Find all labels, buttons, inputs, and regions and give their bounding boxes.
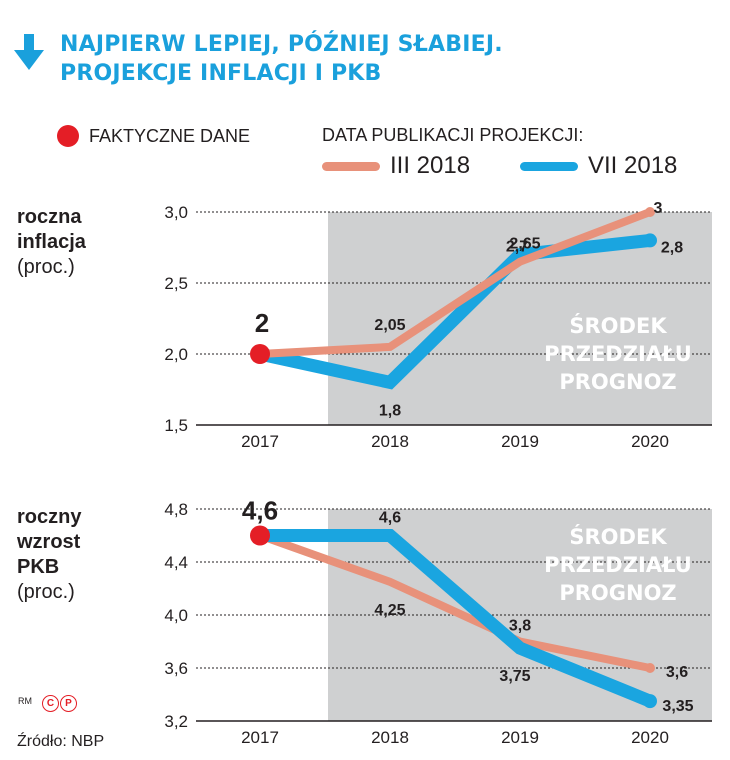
x-tick-label: 2018 — [371, 432, 409, 451]
series-endpoint-iii-2018 — [645, 207, 655, 217]
panel-label-inflation-line1: roczna — [17, 206, 82, 228]
legend-label-iii-2018: III 2018 — [390, 152, 471, 179]
legend-swatch-iii-2018 — [322, 162, 380, 171]
forecast-band-label: PROGNOZ — [559, 581, 676, 605]
forecast-band-label: PRZEDZIAŁU — [544, 342, 692, 366]
x-tick-label: 2017 — [241, 432, 279, 451]
actual-data-label: 4,6 — [242, 496, 278, 526]
x-tick-label: 2020 — [631, 728, 669, 747]
data-label: 2,65 — [509, 236, 540, 253]
data-label: 4,25 — [374, 602, 405, 619]
x-tick-label: 2018 — [371, 728, 409, 747]
panel-label-inflation: roczna inflacja (proc.) — [17, 205, 86, 280]
forecast-band-inflation — [328, 212, 712, 425]
data-label: 3,35 — [662, 698, 693, 715]
series-line-iii-2018 — [256, 208, 654, 358]
source-note: Źródło: NBP — [17, 733, 105, 750]
series-endpoint-vii-2018 — [643, 694, 657, 709]
actual-data-point — [250, 525, 270, 546]
y-tick-label: 3,6 — [164, 659, 188, 678]
data-label: 2,7 — [506, 239, 528, 256]
chart-title: NAJPIERW LEPIEJ, PÓŹNIEJ SŁABIEJ. PROJEK… — [60, 30, 503, 88]
title-line-1: NAJPIERW LEPIEJ, PÓŹNIEJ SŁABIEJ. — [60, 32, 503, 57]
legend-label-vii-2018: VII 2018 — [588, 152, 678, 179]
data-label: 3,8 — [509, 618, 531, 635]
x-tick-label: 2019 — [501, 728, 539, 747]
data-label: 3,75 — [499, 668, 530, 685]
author-initials: RM — [18, 696, 32, 706]
data-label: 2,8 — [661, 239, 683, 256]
panel-label-gdp: roczny wzrost PKB (proc.) — [17, 505, 81, 605]
title-line-2: PROJEKCJE INFLACJI I PKB — [60, 61, 382, 86]
data-label: 3 — [654, 200, 663, 217]
x-tick-label: 2017 — [241, 728, 279, 747]
y-tick-label: 3,0 — [164, 203, 188, 222]
actual-data-dot-icon — [57, 125, 79, 147]
y-tick-label: 4,8 — [164, 500, 188, 519]
actual-data-label: 2 — [255, 308, 269, 338]
y-tick-label: 3,2 — [164, 712, 188, 731]
y-tick-label: 2,5 — [164, 274, 188, 293]
actual-data-point — [250, 344, 270, 364]
panel-label-inflation-line2: inflacja — [17, 231, 86, 253]
copyright-c-icon: C — [42, 695, 59, 712]
series-line-vii-2018 — [253, 529, 657, 708]
x-tick-label: 2020 — [631, 432, 669, 451]
series-line-iii-2018 — [256, 531, 654, 672]
copyright-p-icon: P — [60, 695, 77, 712]
series-endpoint-iii-2018 — [645, 663, 655, 673]
y-tick-label: 4,0 — [164, 606, 188, 625]
forecast-band-label: ŚRODEK — [569, 313, 667, 338]
series-endpoint-vii-2018 — [643, 233, 657, 248]
panel-label-inflation-unit: (proc.) — [17, 256, 75, 278]
data-label: 3,6 — [666, 664, 688, 681]
forecast-band-label: PRZEDZIAŁU — [544, 553, 692, 577]
forecast-band-label: ŚRODEK — [569, 524, 667, 549]
data-label: 2,05 — [374, 317, 405, 334]
panel-label-gdp-line2: wzrost — [17, 531, 81, 553]
y-tick-label: 1,5 — [164, 416, 188, 435]
series-line-vii-2018 — [253, 233, 657, 390]
legend-actual-label: FAKTYCZNE DANE — [89, 126, 251, 146]
data-label: 1,8 — [379, 402, 401, 419]
data-label: 4,6 — [379, 510, 401, 527]
legend-swatch-vii-2018 — [520, 162, 578, 171]
panel-label-gdp-line1: roczny — [17, 506, 82, 528]
legend-publication-title: DATA PUBLIKACJI PROJEKCJI: — [322, 125, 584, 145]
y-tick-label: 2,0 — [164, 345, 188, 364]
y-tick-label: 4,4 — [164, 553, 188, 572]
x-tick-label: 2019 — [501, 432, 539, 451]
arrow-down-icon — [14, 34, 44, 70]
forecast-band-label: PROGNOZ — [559, 370, 676, 394]
panel-label-gdp-line3: PKB — [17, 556, 60, 578]
panel-label-gdp-unit: (proc.) — [17, 581, 75, 603]
